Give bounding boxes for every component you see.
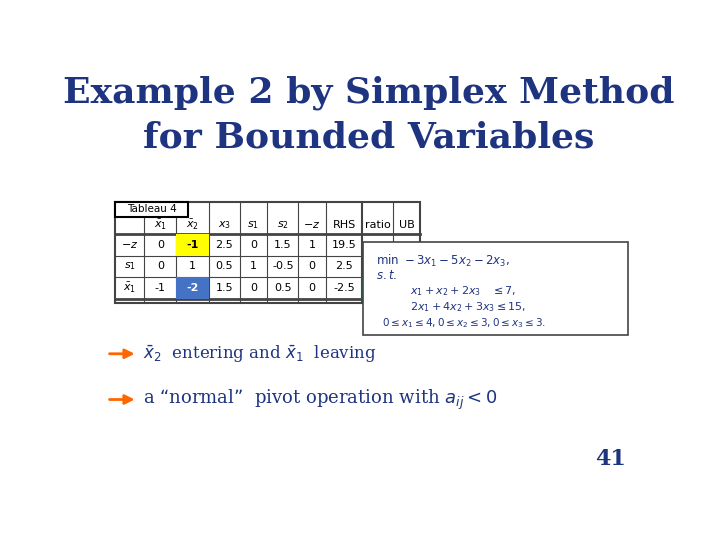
FancyBboxPatch shape — [364, 241, 629, 335]
Text: $s_1$: $s_1$ — [124, 261, 135, 272]
Text: $-z$: $-z$ — [303, 220, 321, 230]
Text: -1: -1 — [186, 240, 199, 250]
Text: Tableau 4: Tableau 4 — [127, 204, 176, 214]
Text: 2.5: 2.5 — [215, 240, 233, 250]
Text: 1.5: 1.5 — [215, 283, 233, 293]
Text: RHS: RHS — [333, 220, 356, 230]
Text: $\bar{x}_2$: $\bar{x}_2$ — [186, 218, 199, 232]
Text: -0.5: -0.5 — [272, 261, 294, 272]
Text: a “normal”  pivot operation with $a_{ij} < 0$: a “normal” pivot operation with $a_{ij} … — [143, 387, 498, 411]
Text: for Bounded Variables: for Bounded Variables — [143, 121, 595, 155]
Text: 1: 1 — [309, 240, 315, 250]
Text: 2.5: 2.5 — [369, 261, 387, 272]
Text: -2: -2 — [186, 283, 199, 293]
Text: 0.5: 0.5 — [215, 261, 233, 272]
Text: $\bar{x}_1$: $\bar{x}_1$ — [123, 281, 136, 295]
Text: -1: -1 — [155, 283, 166, 293]
FancyBboxPatch shape — [115, 202, 420, 303]
Text: $s_1$: $s_1$ — [248, 219, 259, 231]
Text: 0: 0 — [309, 283, 315, 293]
Text: $\bar{x}_1$: $\bar{x}_1$ — [153, 218, 167, 232]
Text: $-z$: $-z$ — [121, 240, 138, 250]
Text: 1: 1 — [189, 261, 196, 272]
Text: $s_2$: $s_2$ — [276, 219, 289, 231]
Text: 0: 0 — [250, 240, 257, 250]
Text: 0: 0 — [250, 283, 257, 293]
Text: 1: 1 — [250, 261, 257, 272]
Text: $s.t.$: $s.t.$ — [377, 268, 397, 281]
Text: $x_3$: $x_3$ — [217, 219, 230, 231]
Text: UB: UB — [398, 220, 414, 230]
Text: $2x_1 + 4x_2 + 3x_3 \leq 15,$: $2x_1 + 4x_2 + 3x_3 \leq 15,$ — [410, 300, 526, 314]
Text: 2.5: 2.5 — [336, 261, 353, 272]
FancyBboxPatch shape — [115, 202, 188, 217]
Text: 4: 4 — [402, 272, 410, 282]
Text: Example 2 by Simplex Method: Example 2 by Simplex Method — [63, 75, 675, 110]
Text: --: -- — [374, 240, 382, 250]
Text: 0.5: 0.5 — [274, 283, 292, 293]
Text: --: -- — [402, 240, 410, 250]
Text: $\bar{x}_2$  entering and $\bar{x}_1$  leaving: $\bar{x}_2$ entering and $\bar{x}_1$ lea… — [143, 343, 377, 364]
Text: -2.5: -2.5 — [333, 283, 355, 293]
Text: 0: 0 — [157, 240, 164, 250]
FancyBboxPatch shape — [176, 277, 209, 299]
Text: $0 \leq x_1 \leq 4, 0 \leq x_2 \leq 3, 0 \leq x_3 \leq 3.$: $0 \leq x_1 \leq 4, 0 \leq x_2 \leq 3, 0… — [382, 316, 546, 330]
Text: 19.5: 19.5 — [332, 240, 356, 250]
FancyBboxPatch shape — [176, 234, 209, 255]
Text: $x_1 + x_2 + 2x_3 \quad \leq 7,$: $x_1 + x_2 + 2x_3 \quad \leq 7,$ — [410, 285, 516, 298]
FancyBboxPatch shape — [362, 277, 393, 299]
Text: ratio: ratio — [365, 220, 390, 230]
Text: $\mathrm{min}\ -3x_1 - 5x_2 - 2x_3,$: $\mathrm{min}\ -3x_1 - 5x_2 - 2x_3,$ — [377, 253, 510, 269]
Text: 1.5: 1.5 — [274, 240, 292, 250]
Text: 41: 41 — [595, 448, 626, 470]
Text: 1.25: 1.25 — [364, 283, 392, 293]
Text: 0: 0 — [309, 261, 315, 272]
Text: 0: 0 — [157, 261, 164, 272]
